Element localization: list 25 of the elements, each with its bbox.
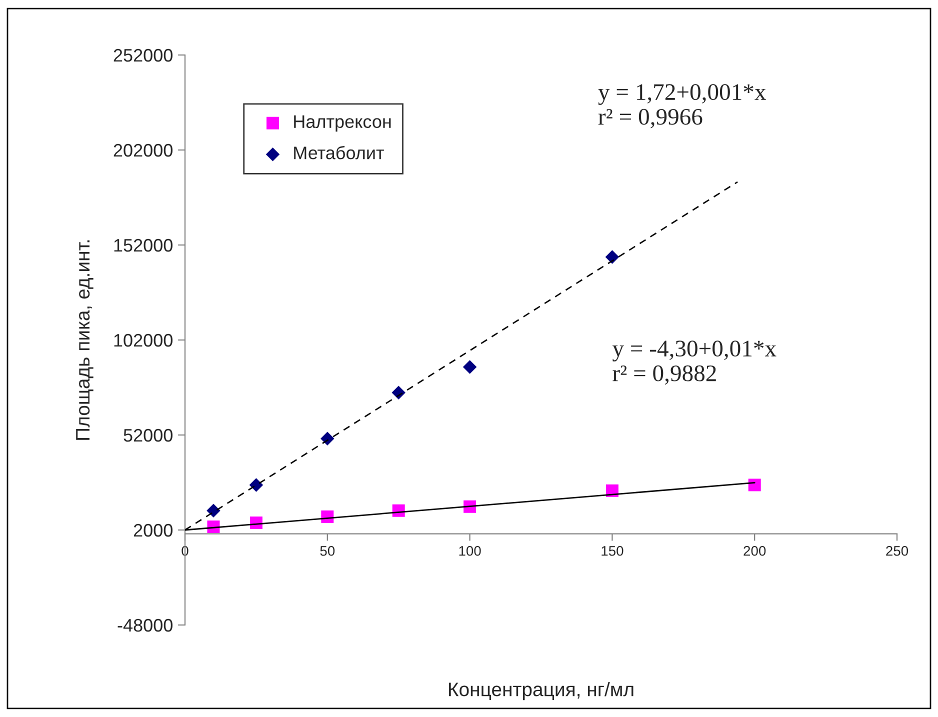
y-tick-label: 202000	[114, 144, 172, 157]
annotation: y = -4,30+0,01*x r² = 0,9882	[612, 340, 776, 385]
legend-label: Налтрексон	[294, 115, 391, 132]
annotation: y = 1,72+0,001*x r² = 0,9966	[598, 84, 766, 128]
x-tick-label: 150	[602, 546, 624, 556]
y-tick-label: 102000	[114, 334, 172, 347]
point	[249, 478, 264, 492]
x-tick-label: 200	[744, 546, 766, 556]
x-tick-label: 250	[886, 546, 908, 556]
legend-label: Метаболит	[294, 146, 384, 160]
x-tick-label: 100	[459, 546, 481, 556]
point	[392, 386, 406, 400]
x-tick-label: 50	[320, 546, 335, 556]
y-tick-label: 152000	[114, 238, 172, 252]
y-tick-label: -48000	[118, 618, 172, 632]
y-tick-label: 52000	[124, 428, 172, 442]
y-tick-label: 252000	[114, 48, 172, 62]
y-axis-title: Площадь пика, ед.инт.	[76, 240, 94, 440]
y-tick-label: 2000	[134, 524, 172, 537]
point	[748, 478, 761, 492]
x-axis-title: Концентрация, нг/мл	[449, 682, 634, 700]
point	[206, 504, 220, 518]
point	[605, 250, 620, 264]
point	[320, 432, 334, 446]
point	[462, 360, 477, 374]
